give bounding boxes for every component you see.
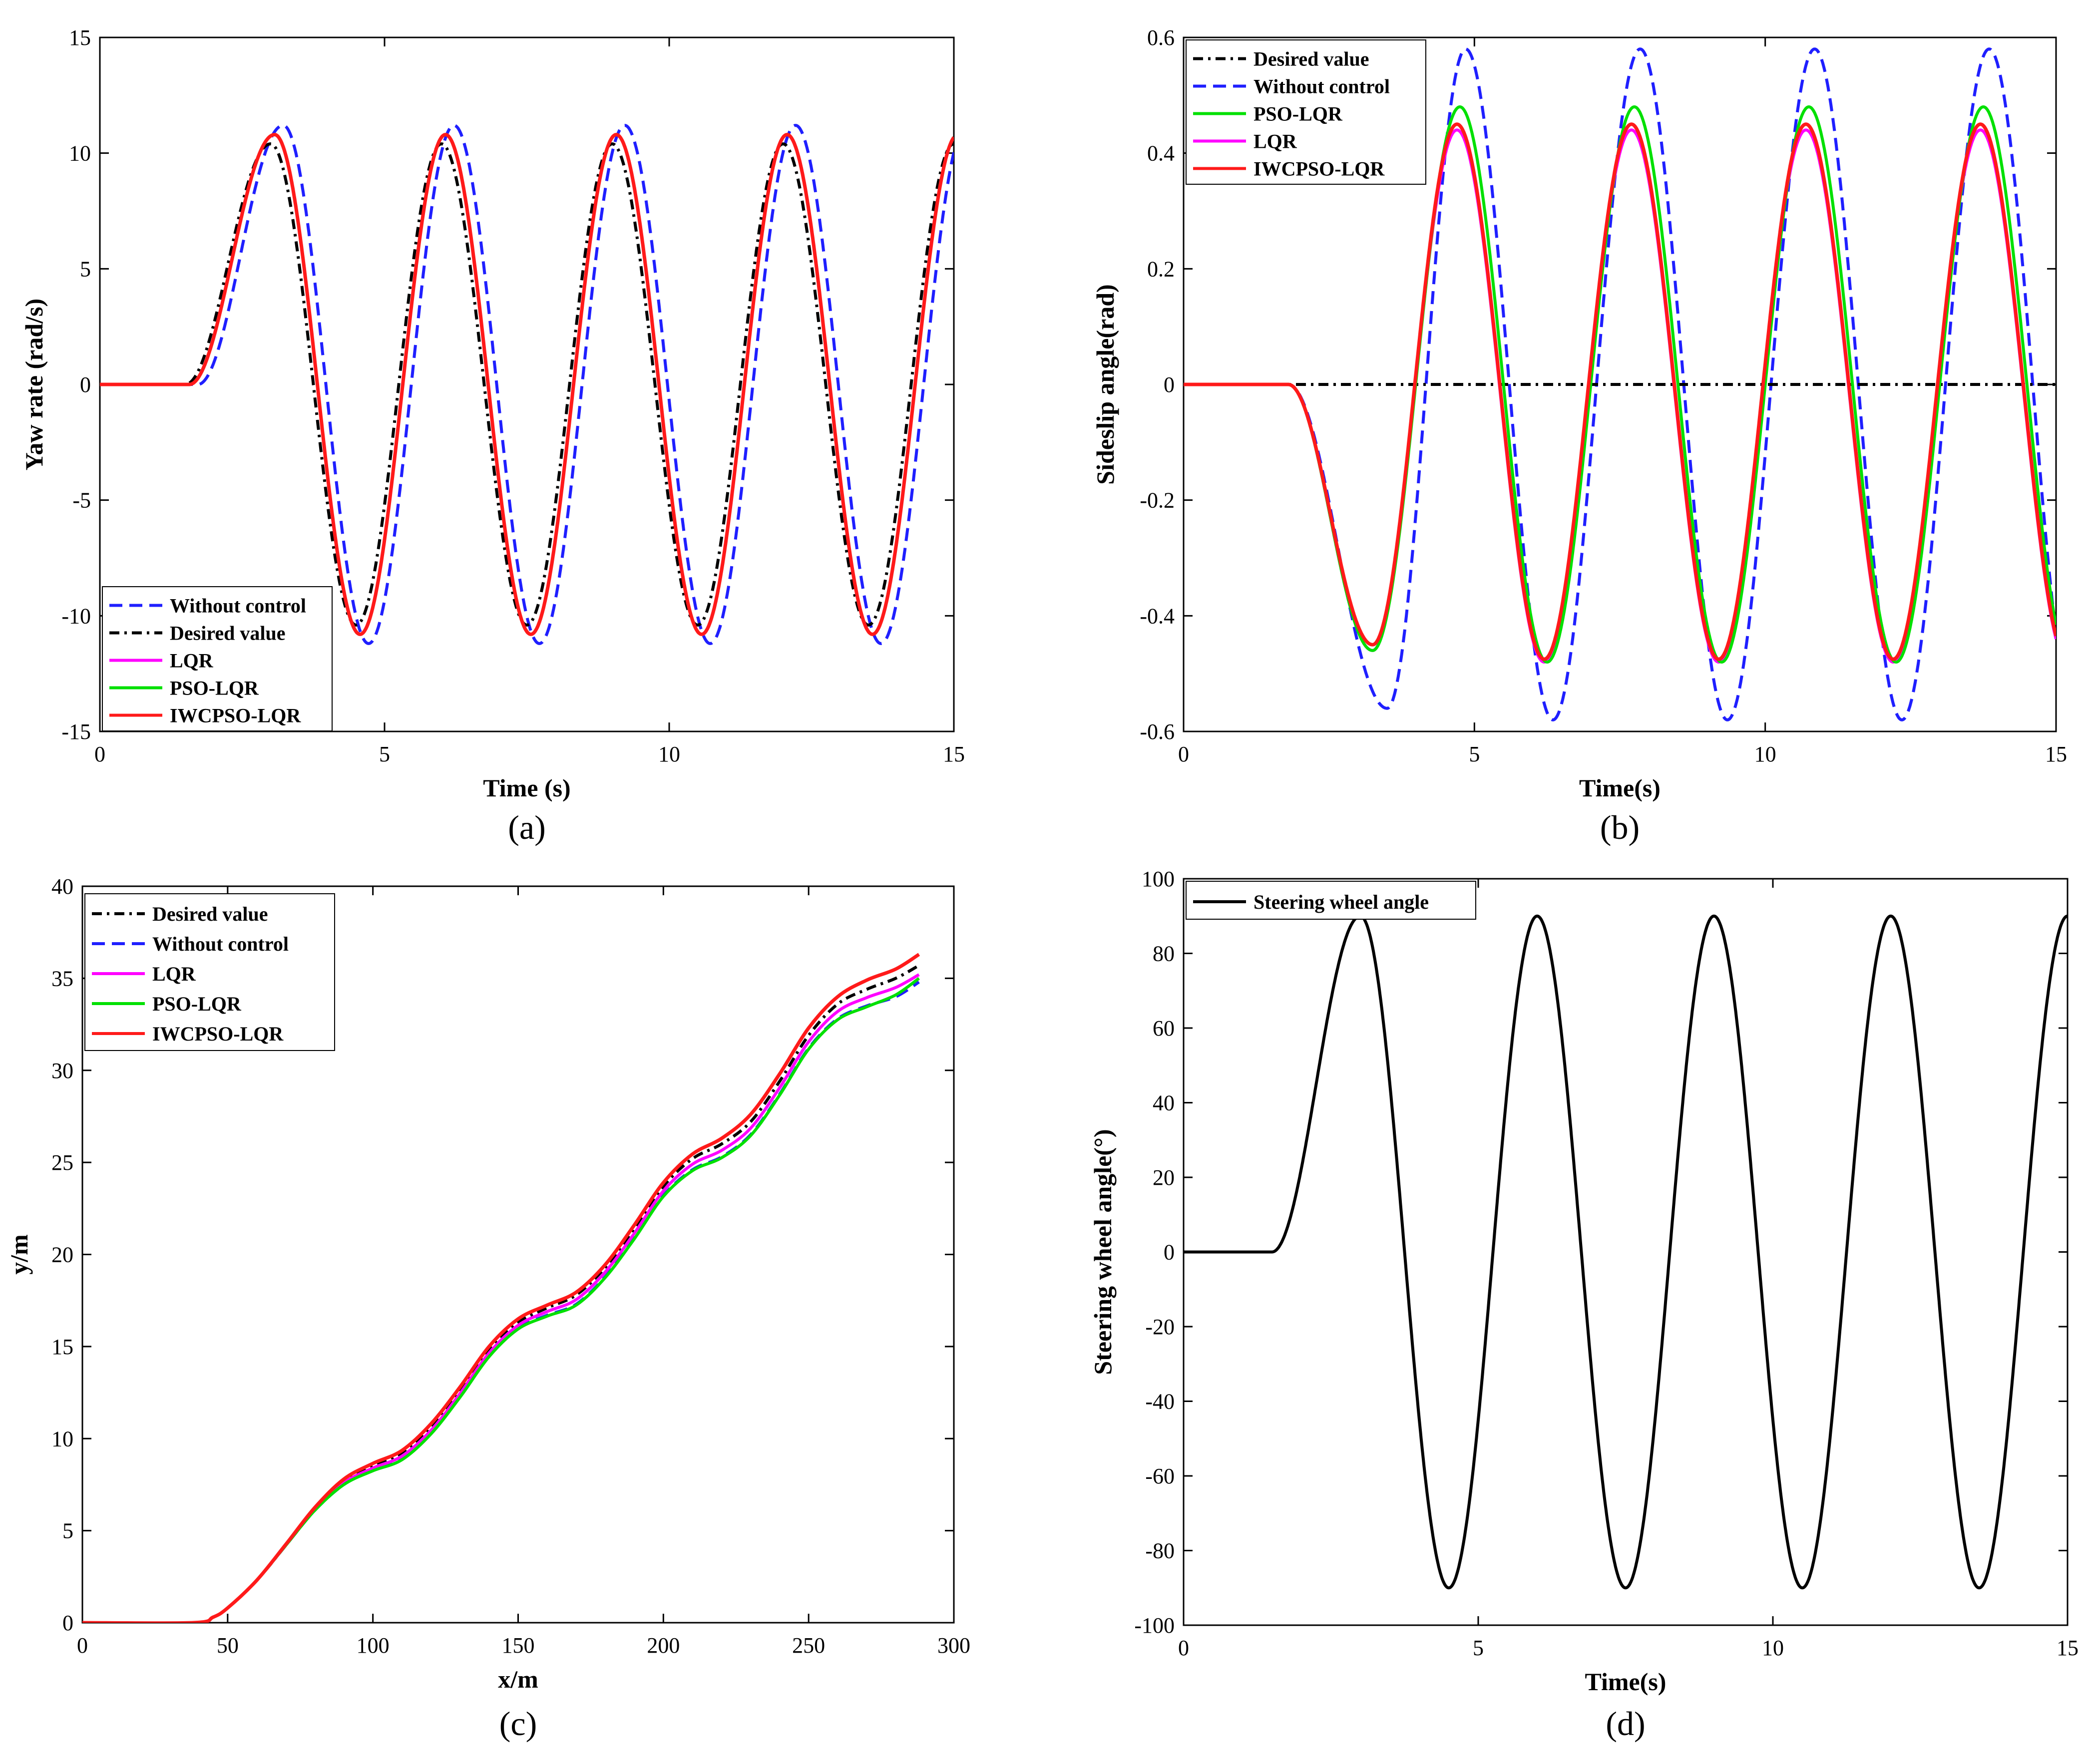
x-tick-label: 100: [357, 1633, 390, 1658]
x-tick-label: 5: [1469, 742, 1480, 766]
x-tick-label: 200: [647, 1633, 680, 1658]
legend-label-pso-lqr: PSO-LQR: [170, 677, 259, 700]
y-tick-label: 60: [1153, 1016, 1175, 1041]
y-tick-label: 15: [69, 25, 91, 50]
y-tick-label: 5: [62, 1519, 73, 1543]
legend-label-desired: Desired value: [1254, 48, 1369, 70]
chart-panel-b: 0 5 10 15 -0.6 -0.4 -0.2 0 0.2 0.4 0.6 Time(s) Sides…: [1091, 25, 2067, 846]
y-tick-label: -20: [1145, 1315, 1175, 1339]
x-axis-label: Time (s): [483, 774, 570, 802]
x-tick-label: 15: [2045, 742, 2067, 766]
x-tick-label: 0: [1178, 1636, 1189, 1660]
legend-label-without-control: Without control: [1254, 75, 1390, 98]
y-tick-label: 0.4: [1147, 141, 1175, 166]
series-line-steering: [1184, 914, 2068, 1590]
legend-label-lqr: LQR: [152, 963, 196, 985]
x-tick-label: 0: [94, 742, 105, 766]
legend-label-iwcpso-lqr: IWCPSO-LQR: [1254, 158, 1385, 180]
y-tick-label: -10: [61, 604, 91, 628]
x-axis-label: x/m: [498, 1665, 538, 1693]
x-tick-label: 15: [2057, 1636, 2079, 1660]
legend-label-steering: Steering wheel angle: [1254, 891, 1429, 913]
series-line-without-control: [100, 124, 954, 645]
y-axis-label: y/m: [5, 1234, 33, 1275]
chart-panel-a: 0 5 10 15 -15 -10 -5 0 5 10 15 Time (s) Yaw rate (ra…: [20, 25, 965, 846]
legend: Without control Desired value LQR PSO-LQR IW…: [102, 586, 333, 731]
y-tick-label: 10: [51, 1426, 73, 1451]
y-tick-label: 15: [51, 1335, 73, 1359]
x-tick-label: 150: [502, 1633, 535, 1658]
x-tick-label: 300: [937, 1633, 970, 1658]
y-tick-label: 40: [1153, 1091, 1175, 1115]
x-tick-label: 0: [1178, 742, 1189, 766]
panel-label: (a): [508, 808, 545, 846]
y-tick-label: 0: [1164, 372, 1175, 397]
panel-label: (b): [1600, 808, 1640, 846]
y-tick-label: 40: [51, 874, 73, 899]
y-tick-label: -0.6: [1140, 719, 1175, 744]
y-tick-label: 0: [1164, 1240, 1175, 1265]
x-tick-label: 15: [943, 742, 965, 766]
legend: Desired value Without control PSO-LQR LQR IW…: [1186, 39, 1426, 185]
x-tick-label: 5: [1473, 1636, 1484, 1660]
y-tick-label: 0.2: [1147, 257, 1175, 281]
legend-label-desired: Desired value: [170, 622, 285, 645]
panel-label: (d): [1606, 1705, 1645, 1743]
x-tick-label: 250: [792, 1633, 825, 1658]
y-tick-label: -5: [72, 488, 91, 513]
legend-label-iwcpso-lqr: IWCPSO-LQR: [170, 705, 301, 727]
legend: Desired value Without control LQR PSO-LQR IW…: [84, 893, 335, 1051]
y-tick-label: 0: [62, 1611, 73, 1635]
chart-panel-c: 0 50 100 150 200 250 300 0 5 10 15 20 25 30 35 40 x/m y/m…: [5, 874, 970, 1743]
legend-label-pso-lqr: PSO-LQR: [152, 993, 242, 1015]
y-tick-label: 10: [69, 141, 91, 166]
y-tick-label: 80: [1153, 942, 1175, 966]
y-tick-label: 100: [1142, 867, 1175, 891]
series-line-iwcpso-lqr: [1184, 122, 2056, 661]
chart-panel-d: 0 5 10 15 -100 -80 -60 -40 -20 0 20 40 60 80 100 Time(s…: [1089, 867, 2079, 1743]
series-line-iwcpso-lqr: [100, 133, 954, 636]
legend-label-desired: Desired value: [152, 903, 268, 925]
y-tick-label: -15: [61, 719, 91, 744]
series-line-lqr: [1184, 128, 2056, 664]
series-line-iwcpso-lqr: [82, 953, 920, 1623]
legend-label-without-control: Without control: [170, 595, 306, 617]
y-tick-label: 20: [51, 1243, 73, 1267]
x-axis-label: Time(s): [1579, 774, 1661, 802]
y-tick-label: -0.2: [1140, 488, 1175, 513]
legend-label-pso-lqr: PSO-LQR: [1254, 103, 1343, 125]
x-tick-label: 10: [1762, 1636, 1784, 1660]
x-axis-label: Time(s): [1585, 1668, 1667, 1696]
y-tick-label: -60: [1145, 1464, 1175, 1488]
x-tick-label: 10: [1754, 742, 1776, 766]
y-tick-label: 25: [51, 1150, 73, 1175]
legend-label-iwcpso-lqr: IWCPSO-LQR: [152, 1023, 284, 1045]
x-tick-label: 10: [658, 742, 680, 766]
y-tick-label: 30: [51, 1058, 73, 1083]
y-tick-label: -80: [1145, 1539, 1175, 1563]
y-tick-label: 0.6: [1147, 25, 1175, 50]
series-line-desired: [100, 142, 954, 627]
x-tick-label: 5: [379, 742, 390, 766]
y-axis-label: Yaw rate (rad/s): [20, 299, 48, 470]
legend-label-lqr: LQR: [1254, 130, 1297, 153]
y-tick-label: 0: [80, 372, 91, 397]
y-tick-label: -40: [1145, 1390, 1175, 1414]
y-tick-label: -0.4: [1140, 604, 1175, 628]
panel-label: (c): [499, 1705, 537, 1743]
y-axis-label: Sideslip angle(rad): [1091, 284, 1119, 484]
legend: Steering wheel angle: [1186, 881, 1476, 920]
y-tick-label: -100: [1134, 1613, 1175, 1638]
y-tick-label: 5: [80, 257, 91, 281]
y-tick-label: 20: [1153, 1165, 1175, 1190]
x-tick-label: 0: [77, 1633, 88, 1658]
legend-label-lqr: LQR: [170, 650, 214, 672]
series-line-pso-lqr: [82, 977, 920, 1623]
x-tick-label: 50: [217, 1633, 239, 1658]
legend-label-without-control: Without control: [152, 933, 289, 955]
y-axis-label: Steering wheel angle(°): [1089, 1129, 1117, 1375]
series-line-without-control: [82, 981, 920, 1623]
y-tick-label: 35: [51, 966, 73, 991]
